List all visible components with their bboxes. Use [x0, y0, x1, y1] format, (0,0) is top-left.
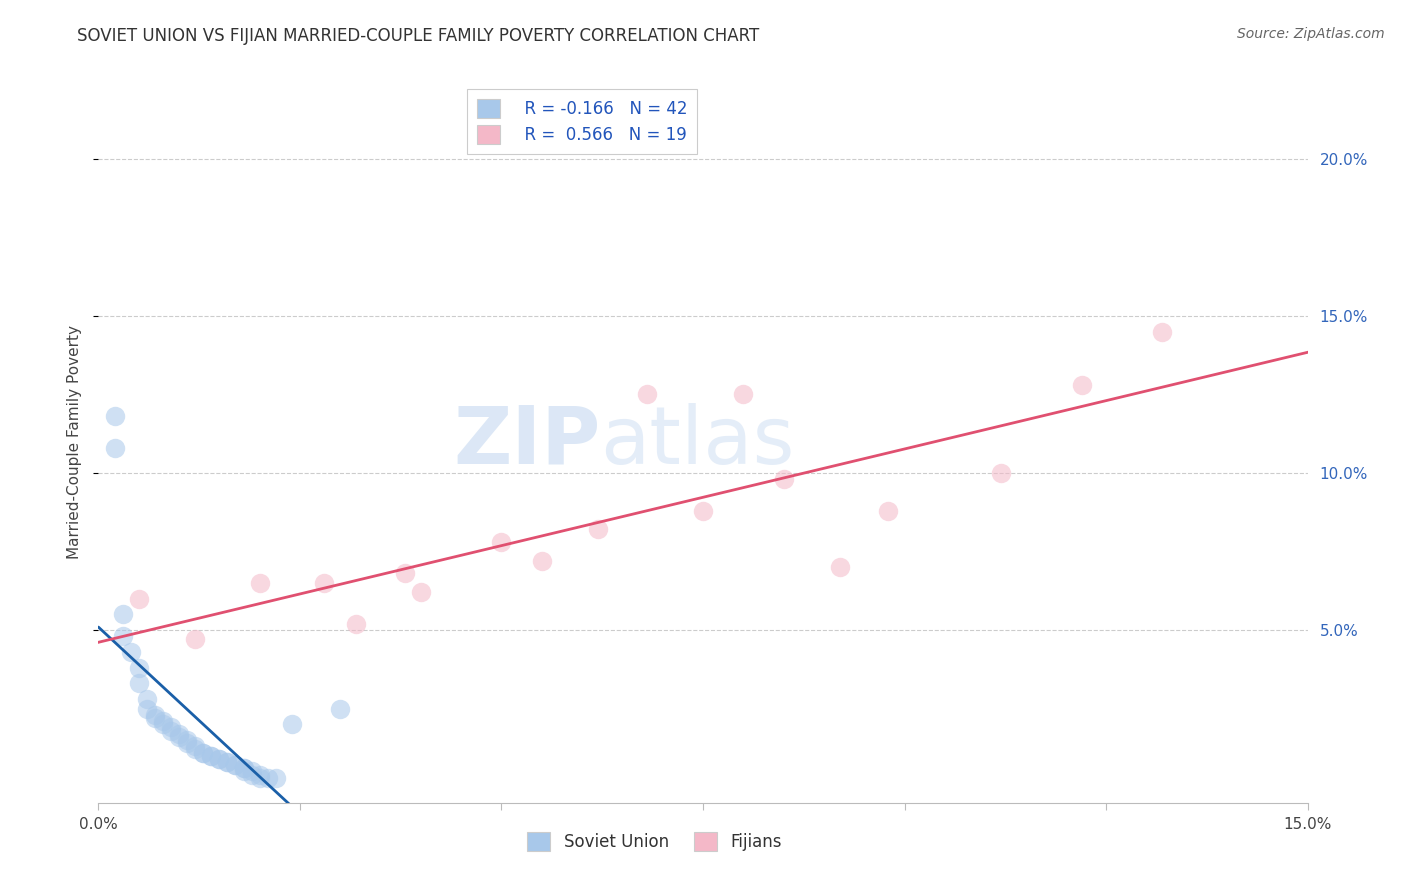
Point: [152, 714, 174, 728]
Point: [128, 661, 150, 675]
Point: [329, 701, 352, 715]
Point: [167, 727, 190, 741]
Point: [877, 503, 900, 517]
Point: [128, 591, 150, 606]
Point: [152, 717, 174, 731]
Point: [636, 387, 658, 401]
Point: [232, 764, 254, 779]
Point: [1070, 378, 1092, 392]
Text: SOVIET UNION VS FIJIAN MARRIED-COUPLE FAMILY POVERTY CORRELATION CHART: SOVIET UNION VS FIJIAN MARRIED-COUPLE FA…: [77, 27, 759, 45]
Point: [208, 752, 231, 766]
Point: [232, 761, 254, 775]
Point: [208, 752, 231, 766]
Point: [176, 736, 198, 750]
Point: [264, 771, 287, 785]
Point: [128, 676, 150, 690]
Point: [394, 566, 416, 581]
Point: [249, 767, 271, 781]
Point: [167, 730, 190, 744]
Point: [160, 723, 183, 738]
Point: [176, 733, 198, 747]
Point: [184, 742, 207, 756]
Point: [249, 575, 271, 590]
Point: [530, 554, 553, 568]
Y-axis label: Married-Couple Family Poverty: Married-Couple Family Poverty: [67, 325, 83, 558]
Point: [990, 466, 1012, 480]
Point: [120, 645, 142, 659]
Point: [160, 720, 183, 734]
Point: [193, 746, 215, 760]
Point: [224, 758, 246, 772]
Point: [200, 748, 222, 763]
Point: [143, 711, 166, 725]
Point: [232, 761, 254, 775]
Point: [103, 409, 125, 424]
Point: [193, 746, 215, 760]
Legend: Soviet Union, Fijians: Soviet Union, Fijians: [519, 823, 790, 860]
Text: atlas: atlas: [600, 402, 794, 481]
Point: [1152, 325, 1174, 339]
Point: [772, 472, 794, 486]
Point: [240, 767, 263, 781]
Point: [256, 771, 278, 785]
Point: [491, 535, 513, 549]
Point: [240, 764, 263, 779]
Point: [224, 758, 246, 772]
Point: [184, 739, 207, 754]
Point: [217, 755, 239, 769]
Point: [828, 560, 851, 574]
Text: Source: ZipAtlas.com: Source: ZipAtlas.com: [1237, 27, 1385, 41]
Point: [217, 755, 239, 769]
Point: [135, 701, 157, 715]
Point: [135, 692, 157, 706]
Point: [314, 575, 336, 590]
Point: [409, 585, 432, 599]
Point: [281, 717, 304, 731]
Point: [184, 632, 207, 647]
Point: [249, 771, 271, 785]
Point: [692, 503, 714, 517]
Point: [111, 607, 134, 622]
Point: [733, 387, 755, 401]
Text: ZIP: ZIP: [453, 402, 600, 481]
Point: [111, 629, 134, 643]
Point: [143, 707, 166, 722]
Point: [103, 441, 125, 455]
Point: [586, 523, 609, 537]
Point: [200, 748, 222, 763]
Point: [344, 616, 367, 631]
